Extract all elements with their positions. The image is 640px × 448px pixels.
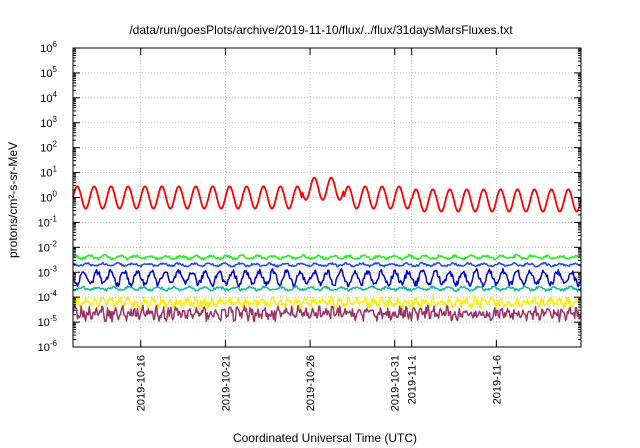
series-line xyxy=(72,176,582,213)
x-axis-label: Coordinated Universal Time (UTC) xyxy=(233,431,417,445)
series-line xyxy=(72,253,582,261)
y-tick-label: 105 xyxy=(40,65,57,80)
x-tick-label: 2019-11-1 xyxy=(407,355,419,404)
y-tick-label: 10-3 xyxy=(38,264,58,279)
y-tick-label: 10-1 xyxy=(38,214,58,229)
series-line xyxy=(72,261,582,268)
y-ticks: 10-6 10-5 10-4 10-3 10-2 10-1 100 101 102 103 104 1… xyxy=(38,40,581,354)
y-tick-label: 10-2 xyxy=(38,239,58,254)
series-line xyxy=(72,285,582,293)
series-line xyxy=(72,304,582,323)
y-tick-label: 10-4 xyxy=(38,289,58,304)
y-tick-label: 104 xyxy=(40,90,57,105)
y-tick-label: 10-5 xyxy=(38,314,58,329)
x-tick-label: 2019-10-26 xyxy=(305,355,317,411)
x-tick-label: 2019-10-21 xyxy=(220,355,232,411)
grid-lines xyxy=(73,48,581,347)
x-tick-label: 2019-10-31 xyxy=(390,355,402,411)
y-tick-label: 100 xyxy=(40,190,57,205)
y-axis-label: protons/cm²-s-sr-MeV xyxy=(6,142,20,258)
series-lines xyxy=(72,176,582,323)
y-tick-label: 106 xyxy=(40,40,57,55)
y-tick-label: 103 xyxy=(40,115,57,130)
x-tick-label: 2019-10-16 xyxy=(136,355,148,411)
series-line xyxy=(72,295,582,310)
y-tick-label: 102 xyxy=(40,140,57,155)
chart-title: /data/run/goesPlots/archive/2019-11-10/f… xyxy=(129,23,513,37)
y-tick-label: 10-6 xyxy=(38,339,58,354)
series-line xyxy=(72,267,582,288)
y-tick-label: 101 xyxy=(40,165,57,180)
x-tick-label: 2019-11-6 xyxy=(491,355,503,404)
x-ticks: 2019-10-16 2019-10-21 2019-10-26 2019-10-31… xyxy=(136,48,503,411)
